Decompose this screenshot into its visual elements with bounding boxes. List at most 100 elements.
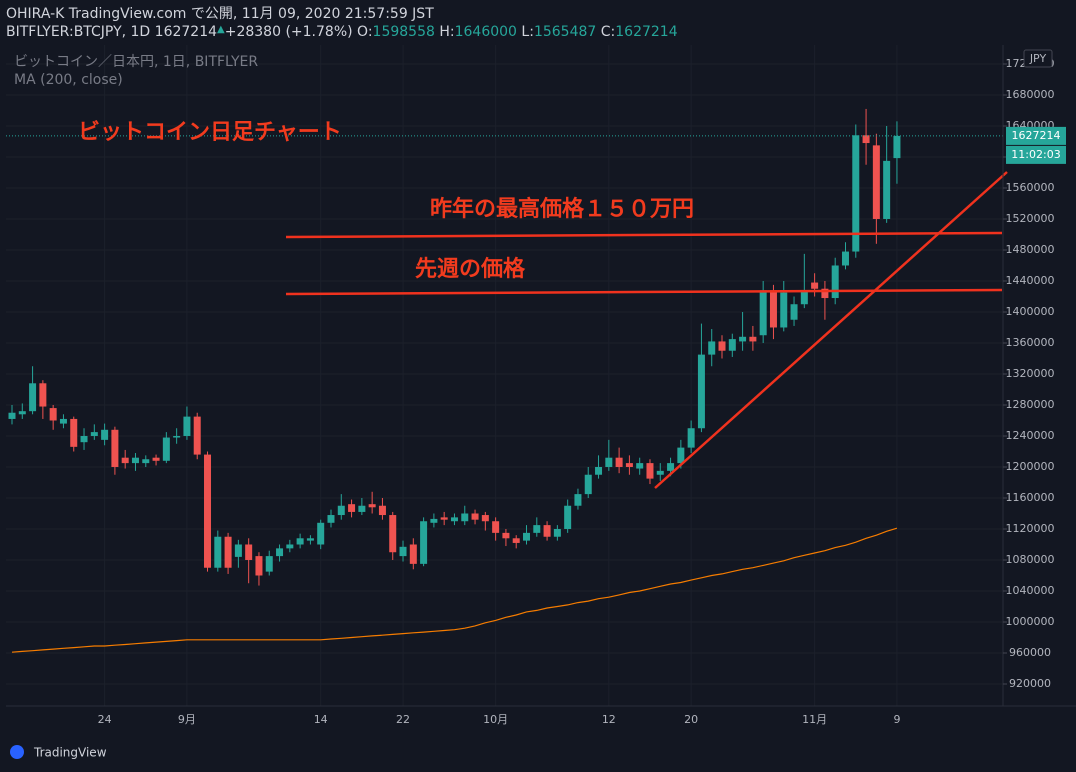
candle-body: [523, 532, 530, 541]
low-value: 1565487: [534, 24, 596, 40]
y-tick-label: 1080000: [1006, 553, 1055, 566]
candle-body: [872, 145, 880, 219]
candle-body: [739, 336, 747, 342]
candle-body: [533, 525, 541, 533]
candle-body: [337, 505, 345, 516]
y-tick-label: 1440000: [1006, 274, 1055, 287]
candle-body: [677, 447, 685, 464]
candle-body: [471, 513, 479, 520]
candle-body: [667, 463, 675, 471]
candle-body: [389, 515, 397, 553]
candle-body: [615, 457, 623, 467]
candle-body: [276, 548, 284, 557]
candle-body: [234, 544, 242, 557]
candle-body: [543, 525, 551, 537]
candle-body: [131, 457, 139, 464]
candle-body: [101, 429, 109, 440]
candle-body: [502, 532, 510, 539]
c-label: C:: [601, 24, 616, 40]
header-ohlc: BITFLYER:BTCJPY, 1D 1627214▲+28380 (+1.7…: [6, 24, 678, 40]
y-tick-label: 1320000: [1006, 367, 1055, 380]
candle-body: [420, 521, 428, 564]
candle-body: [29, 383, 37, 412]
candle-body: [245, 544, 253, 560]
y-tick-label: 1560000: [1006, 181, 1055, 194]
x-tick-label: 14: [314, 713, 328, 726]
candle-body: [564, 505, 572, 529]
candle-body: [327, 515, 335, 523]
candle-body: [553, 528, 561, 537]
annotation: 先週の価格: [415, 256, 526, 282]
candle-body: [646, 463, 654, 479]
l-label: L:: [521, 24, 534, 40]
footer-logo: TradingView: [10, 745, 107, 760]
footer-brand: TradingView: [33, 746, 107, 760]
candle-body: [450, 517, 458, 522]
annotation: ビットコイン日足チャート: [78, 120, 342, 145]
candle-body: [70, 418, 78, 447]
y-tick-label: 1000000: [1006, 615, 1055, 628]
candle-body: [204, 454, 212, 568]
candle-body: [605, 457, 613, 467]
candle-body: [265, 556, 273, 572]
candle-body: [636, 463, 644, 469]
close-value: 1627214: [615, 24, 677, 40]
candle-body: [317, 522, 325, 545]
candle-body: [800, 290, 808, 305]
candle-body: [18, 411, 26, 415]
high-value: 1646000: [455, 24, 517, 40]
y-tick-label: 1280000: [1006, 398, 1055, 411]
x-tick-label: 22: [396, 713, 410, 726]
o-label: O:: [357, 24, 373, 40]
candle-body: [348, 504, 356, 512]
candle-body: [461, 513, 469, 522]
candle-body: [687, 428, 695, 448]
x-tick-label: 9月: [178, 713, 196, 726]
candle-body: [121, 457, 129, 464]
y-tick-label: 1200000: [1006, 460, 1055, 473]
change: +28380 (+1.78%): [225, 24, 353, 40]
y-tick-label: 1240000: [1006, 429, 1055, 442]
y-tick-label: 960000: [1009, 646, 1051, 659]
candle-body: [399, 546, 407, 557]
y-tick-label: 1160000: [1006, 491, 1055, 504]
candle-body: [193, 416, 201, 455]
candle-body: [656, 470, 664, 475]
candle-body: [142, 459, 150, 464]
candle-body: [584, 474, 592, 495]
x-tick-label: 10月: [483, 713, 508, 726]
symbol: BITFLYER:BTCJPY, 1D: [6, 24, 150, 40]
candle-body: [790, 304, 798, 320]
candle-body: [481, 515, 489, 522]
y-tick-label: 1400000: [1006, 305, 1055, 318]
candle-body: [358, 505, 366, 512]
annotation: 昨年の最高価格１５０万円: [430, 196, 694, 222]
x-tick-label: 12: [602, 713, 616, 726]
x-tick-label: 24: [98, 713, 112, 726]
candle-body: [286, 544, 294, 549]
price-badge-label: 1627214: [1012, 129, 1061, 142]
candle-body: [697, 354, 705, 429]
change-arrow: ▲: [217, 24, 225, 35]
currency-badge[interactable]: [1023, 49, 1053, 68]
last-price: 1627214: [155, 24, 217, 40]
y-tick-label: 1520000: [1006, 212, 1055, 225]
y-tick-label: 920000: [1009, 677, 1051, 690]
candle-body: [728, 339, 736, 351]
candle-body: [769, 290, 777, 328]
candle-body: [595, 466, 603, 475]
candle-body: [749, 336, 757, 342]
candle-body: [90, 432, 98, 436]
candle-body: [811, 282, 819, 289]
candle-body: [49, 408, 57, 421]
logo-icon: [10, 745, 24, 759]
candle-body: [59, 418, 67, 424]
candle-body: [306, 538, 314, 541]
candle-body: [214, 536, 222, 568]
candle-body: [512, 538, 520, 543]
x-tick-label: 20: [684, 713, 698, 726]
candle-body: [440, 517, 448, 520]
candle-body: [152, 457, 160, 461]
